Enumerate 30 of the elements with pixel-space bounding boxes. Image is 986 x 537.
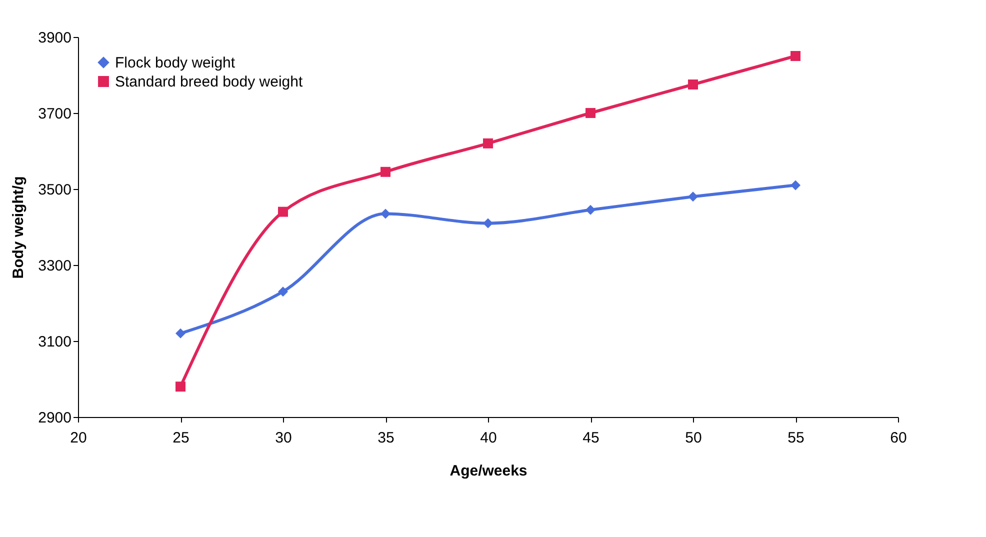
point	[176, 328, 186, 338]
x-tick-label: 60	[890, 430, 907, 446]
x-tick-label: 35	[378, 430, 394, 446]
y-tick-label: 3100	[38, 334, 72, 350]
legend-label: Standard breed body weight	[115, 74, 304, 90]
point	[483, 218, 493, 228]
x-tick-label: 20	[70, 430, 87, 446]
x-tick-label: 30	[275, 430, 292, 446]
point	[790, 180, 800, 190]
point	[380, 166, 390, 177]
x-tick-label: 45	[582, 430, 600, 446]
x-tick-label: 50	[685, 430, 702, 446]
point	[380, 208, 390, 219]
y-tick-label: 3300	[38, 258, 72, 274]
point	[483, 138, 493, 148]
legend-label: Flock body weight	[115, 54, 236, 72]
point	[586, 204, 596, 215]
x-tick-label: 40	[480, 430, 497, 446]
point	[176, 382, 186, 392]
x-tick-label: 55	[788, 430, 804, 446]
y-tick-label: 3500	[38, 182, 72, 198]
point	[278, 206, 288, 217]
y-axis-title: Body weight/g	[10, 176, 28, 279]
y-tick-label: 2900	[38, 410, 72, 426]
point	[278, 286, 288, 297]
x-axis-title: Age/weeks	[450, 462, 528, 480]
x-tick-label: 25	[172, 430, 190, 446]
y-tick-label: 3900	[38, 30, 72, 46]
point	[688, 192, 698, 202]
y-tick-label: 3700	[38, 106, 72, 122]
